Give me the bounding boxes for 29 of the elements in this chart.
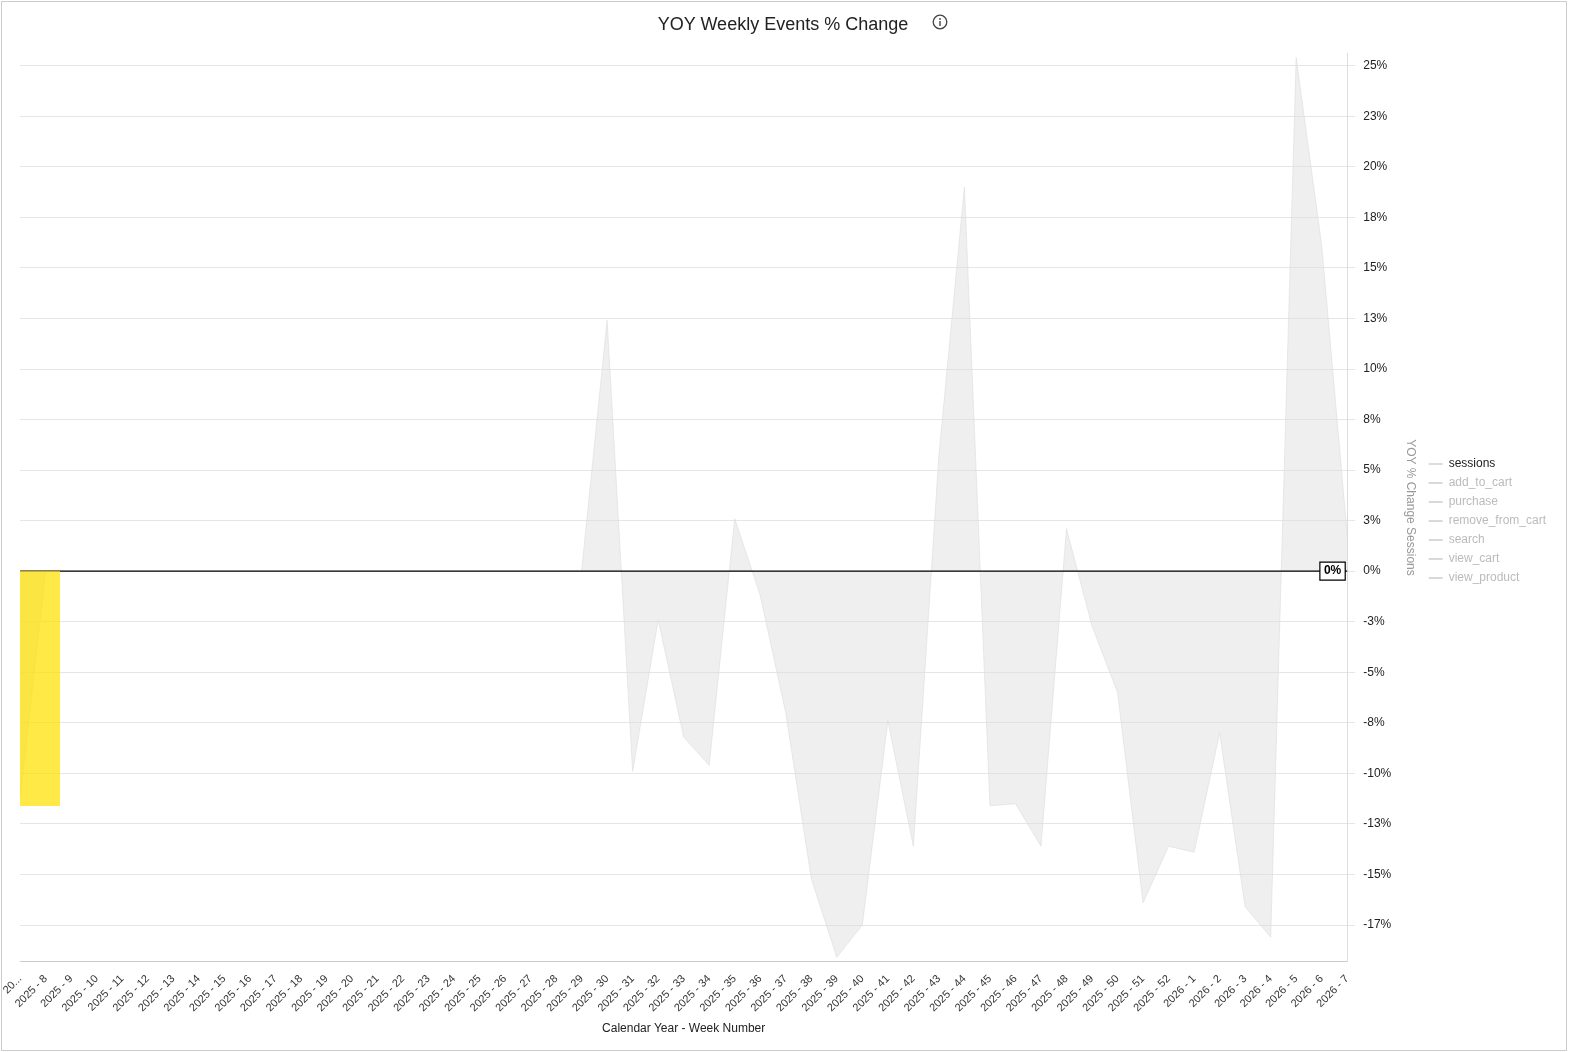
y-tick-label: 10%: [1363, 361, 1388, 376]
y-tick-label: 25%: [1363, 58, 1388, 73]
y-tick-label: 23%: [1363, 108, 1388, 123]
y-tick-label: 8%: [1363, 411, 1381, 426]
legend-label: purchase: [1448, 494, 1499, 509]
ref-line-label: 0%: [1323, 563, 1342, 578]
legend-label: view_product: [1448, 570, 1521, 585]
y-tick-label: -17%: [1363, 917, 1392, 932]
y-tick-label: 13%: [1363, 310, 1388, 325]
y-tick-label: -5%: [1363, 664, 1385, 679]
legend-label: add_to_cart: [1448, 475, 1513, 490]
x-axis-title: Calendar Year - Week Number: [602, 1021, 766, 1036]
y-axis-title: YOY % Change Sessions: [1404, 439, 1419, 576]
legend-label: sessions: [1448, 456, 1496, 471]
chart-title: YOY Weekly Events % Change: [657, 13, 909, 34]
legend-label: remove_from_cart: [1448, 513, 1547, 528]
y-tick-label: -8%: [1363, 715, 1385, 730]
y-tick-label: 0%: [1363, 563, 1381, 578]
y-tick-label: 15%: [1363, 260, 1388, 275]
y-tick-label: 20%: [1363, 159, 1388, 174]
legend-label: search: [1448, 532, 1485, 547]
y-tick-label: 5%: [1363, 462, 1381, 477]
legend-label: view_cart: [1448, 551, 1500, 566]
y-tick-label: -3%: [1363, 614, 1385, 629]
y-tick-label: -10%: [1363, 765, 1392, 780]
y-tick-label: -13%: [1363, 816, 1392, 831]
y-tick-label: 18%: [1363, 209, 1388, 224]
y-tick-label: -15%: [1363, 866, 1392, 881]
y-tick-label: 3%: [1363, 512, 1381, 527]
